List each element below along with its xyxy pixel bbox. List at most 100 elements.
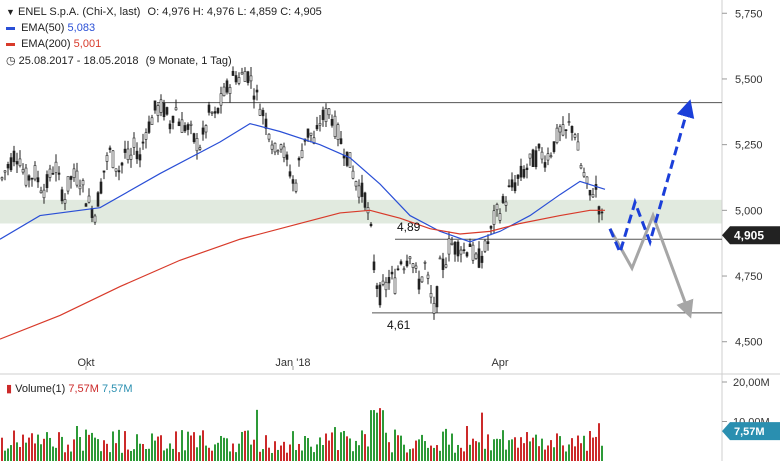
y-tick-label: 5,500 [735, 74, 763, 86]
volume-bar [97, 439, 99, 461]
volume-bar [490, 450, 492, 461]
candle-body [441, 258, 445, 270]
candle-body [576, 141, 580, 151]
candle-body [102, 170, 106, 173]
candle-body [72, 168, 76, 178]
candle-body [159, 99, 163, 113]
candle-body [33, 165, 37, 180]
candle-body [129, 154, 133, 160]
volume-bar [505, 449, 507, 461]
date-range-text: 25.08.2017 - 18.05.2018 [18, 55, 139, 67]
candle [492, 204, 496, 234]
candle [354, 180, 358, 191]
candle-body [426, 274, 430, 279]
chevron-down-icon[interactable]: ▼ [6, 7, 15, 17]
candle-body [96, 192, 100, 207]
candle-body [522, 169, 526, 178]
volume-bar [61, 436, 63, 461]
candle-body [393, 277, 397, 294]
candle [513, 174, 517, 194]
candle-body [108, 147, 112, 150]
x-tick-label: Jan '18 [275, 357, 310, 369]
candle [330, 114, 334, 128]
candle [279, 143, 283, 153]
candle [282, 142, 286, 163]
volume-bar [385, 432, 387, 461]
candle-body [3, 170, 7, 173]
candle-body [402, 268, 406, 271]
candle-body [369, 223, 373, 227]
candle-body [183, 125, 187, 132]
volume-bar [205, 445, 207, 461]
volume-bar [529, 441, 531, 461]
candle [537, 143, 541, 152]
candle [522, 165, 526, 179]
candle-body [306, 128, 310, 138]
candle [315, 116, 319, 132]
volume-bar [58, 432, 60, 461]
candle-body [195, 138, 199, 152]
candle [192, 132, 196, 144]
candle-body [498, 213, 502, 221]
candle-body [543, 162, 547, 168]
candle-body [384, 281, 388, 291]
candle [360, 174, 364, 203]
volume-bar [313, 452, 315, 461]
volume-bar [565, 451, 567, 461]
candle-body [531, 149, 535, 167]
candle-body [27, 175, 31, 181]
candle [426, 271, 430, 285]
ema200-legend[interactable]: EMA(200) 5,001 [6, 38, 101, 50]
candle-body [207, 104, 211, 113]
volume-bar [484, 448, 486, 461]
volume-value-2: 7,57M [101, 383, 133, 395]
volume-bar [343, 430, 345, 461]
volume-bar [241, 431, 243, 461]
candle-body [579, 165, 583, 169]
x-tick-label: Okt [77, 357, 94, 369]
candle-body [444, 264, 448, 268]
candle-body [69, 176, 73, 180]
candle-body [507, 185, 511, 187]
volume-bars [1, 408, 603, 461]
candle-body [558, 126, 562, 133]
candle-body [0, 177, 4, 180]
candle [237, 72, 241, 86]
volume-bar [40, 444, 42, 461]
volume-bar [589, 430, 591, 461]
volume-bar [199, 435, 201, 461]
volume-bar [160, 435, 162, 461]
candle-body [330, 119, 334, 126]
candle-body [174, 107, 178, 111]
candle-body [468, 243, 472, 247]
volume-bar [190, 435, 192, 461]
instrument-title: ENEL S.p.A. (Chi-X, last) [17, 6, 141, 18]
candle-body [285, 154, 289, 160]
volume-bar [271, 452, 273, 461]
candle [84, 202, 88, 207]
candle [72, 163, 76, 182]
candle-body [255, 89, 259, 93]
candle [147, 115, 151, 135]
volume-bar [544, 449, 546, 461]
candle-body [168, 123, 172, 130]
ema50-legend[interactable]: EMA(50) 5,083 [6, 22, 95, 34]
candle-body [6, 164, 10, 169]
volume-bar [346, 436, 348, 461]
candle-body [528, 153, 532, 159]
candle-body [135, 150, 139, 160]
volume-bar [55, 447, 57, 461]
candle [429, 284, 433, 304]
volume-bar [85, 429, 87, 461]
candle [324, 103, 328, 128]
candle [39, 186, 43, 194]
volume-bar [304, 436, 306, 461]
volume-bar [175, 431, 177, 461]
candle [420, 276, 424, 284]
y-tick-label: 4,750 [735, 271, 763, 283]
candle-body [546, 153, 550, 161]
candle-body [93, 215, 97, 223]
candle [306, 128, 310, 142]
candle-body [24, 167, 28, 186]
volume-bar [406, 452, 408, 461]
